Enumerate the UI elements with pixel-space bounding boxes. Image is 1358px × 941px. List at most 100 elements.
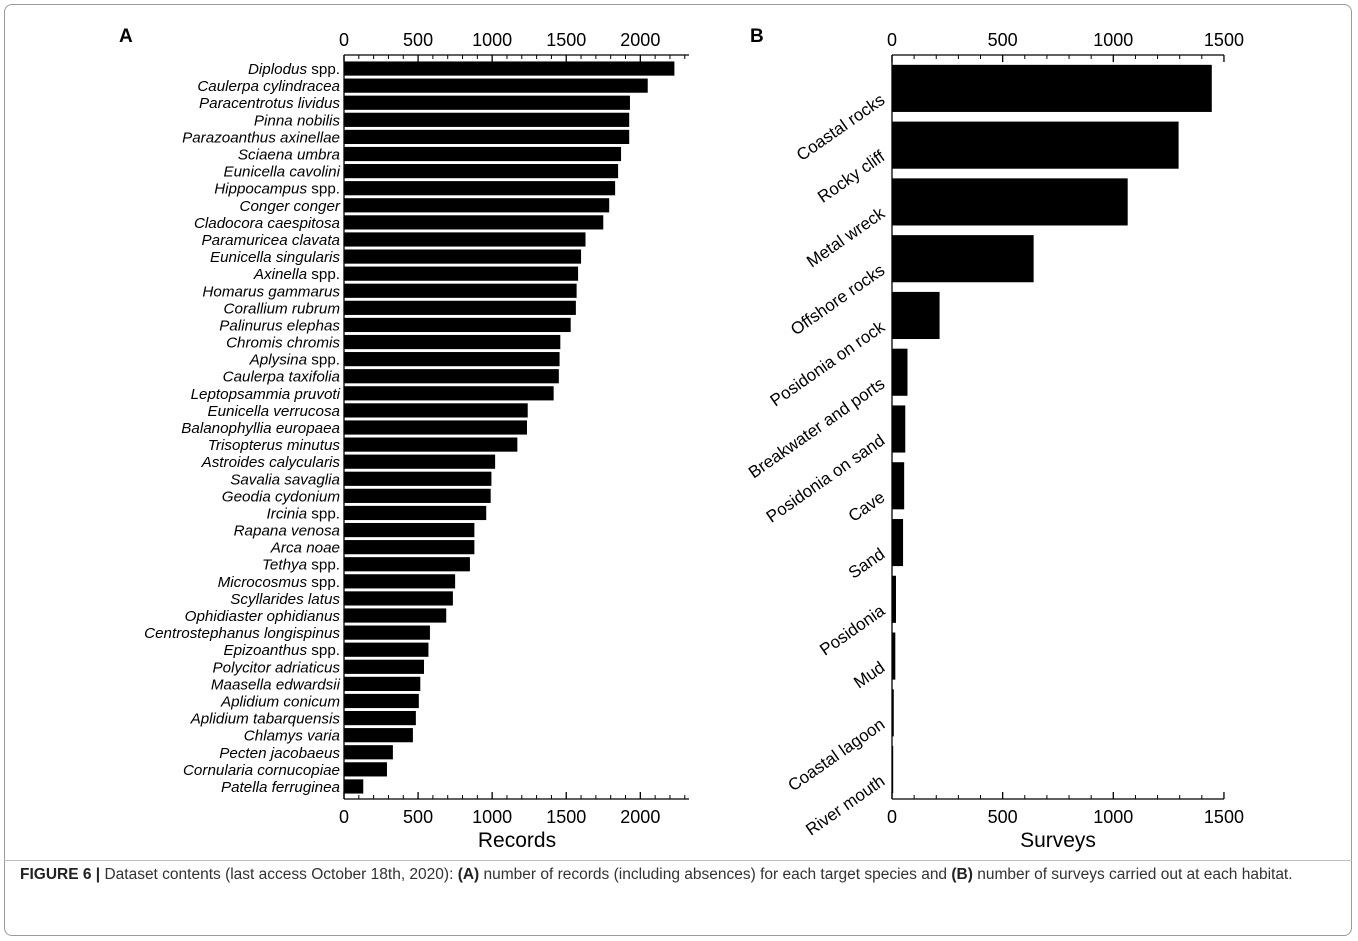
- bar-ircinia: [344, 505, 487, 521]
- bar-polycitor-adriaticus: [344, 659, 425, 674]
- category-label-eunicella-cavolini: Eunicella cavolini: [223, 164, 340, 181]
- figure-charts: Diplodus spp.Caulerpa cylindraceaParacen…: [119, 26, 1244, 852]
- bar-sand: [892, 518, 904, 567]
- category-label-ophidiaster-ophidianus: Ophidiaster ophidianus: [185, 608, 341, 625]
- category-label-conger-conger: Conger conger: [240, 198, 341, 215]
- category-label-leptopsammia-pruvoti: Leptopsammia pruvoti: [191, 386, 341, 403]
- bar-paracentrotus-lividus: [344, 95, 630, 110]
- caption-text-2: number of records (including absences) f…: [479, 866, 952, 883]
- figure-frame: [4, 4, 1352, 936]
- category-label-rapana-venosa: Rapana venosa: [234, 523, 340, 540]
- bar-mud: [892, 632, 896, 680]
- tick-label-top-1000: 1000: [1093, 30, 1133, 50]
- category-label-pecten-jacobaeus: Pecten jacobaeus: [219, 745, 340, 762]
- category-label-breakwater-and-ports: Breakwater and ports: [745, 374, 888, 482]
- bar-pecten-jacobaeus: [344, 745, 393, 760]
- category-label-aplysina: Aplysina spp.: [249, 352, 340, 369]
- category-label-arca-noae: Arca noae: [270, 540, 340, 557]
- category-label-eunicella-singularis: Eunicella singularis: [210, 249, 340, 266]
- bar-hippocampus: [344, 181, 616, 196]
- bar-breakwater-and-ports: [892, 348, 908, 396]
- bar-coastal-rocks: [892, 64, 1212, 112]
- bar-scyllarides-latus: [344, 591, 453, 606]
- tick-label-bottom-1500: 1500: [546, 807, 586, 827]
- category-label-epizoanthus: Epizoanthus spp.: [223, 642, 340, 659]
- bar-eunicella-cavolini: [344, 164, 619, 179]
- bar-rapana-venosa: [344, 522, 475, 538]
- figure-caption: FIGURE 6 | Dataset contents (last access…: [20, 864, 1338, 886]
- bar-balanophyllia-europaea: [344, 420, 527, 435]
- panel-label-b: B: [750, 26, 764, 47]
- tick-label-top-0: 0: [887, 30, 897, 50]
- bar-posidonia: [892, 575, 896, 623]
- bar-chromis-chromis: [344, 334, 561, 350]
- tick-label-top-2000: 2000: [620, 30, 660, 50]
- tick-label-top-1500: 1500: [546, 30, 586, 50]
- bar-offshore-rocks: [892, 235, 1034, 283]
- bar-homarus-gammarus: [344, 283, 577, 298]
- bar-epizoanthus: [344, 642, 429, 657]
- category-label-chromis-chromis: Chromis chromis: [226, 335, 340, 352]
- category-label-ircinia: Ircinia spp.: [267, 505, 340, 522]
- bar-rocky-cliff: [892, 121, 1179, 169]
- bar-conger-conger: [344, 198, 610, 213]
- category-label-chlamys-varia: Chlamys varia: [244, 728, 340, 745]
- tick-label-bottom-1000: 1000: [472, 807, 512, 827]
- category-label-trisopterus-minutus: Trisopterus minutus: [208, 437, 341, 454]
- tick-label-top-1500: 1500: [1204, 30, 1244, 50]
- caption-panel-a-label: (A): [457, 866, 480, 883]
- bar-ophidiaster-ophidianus: [344, 608, 447, 623]
- category-label-hippocampus: Hippocampus spp.: [214, 181, 340, 198]
- bar-paramuricea-clavata: [344, 232, 586, 247]
- category-label-aplidium-tabarquensis: Aplidium tabarquensis: [190, 711, 341, 728]
- category-label-river-mouth: River mouth: [802, 771, 888, 839]
- bar-chlamys-varia: [344, 728, 413, 743]
- tick-label-bottom-0: 0: [887, 807, 897, 827]
- bar-caulerpa-taxifolia: [344, 369, 559, 384]
- category-label-axinella: Axinella spp.: [253, 266, 340, 283]
- bar-posidonia-on-rock: [892, 291, 940, 340]
- bar-maasella-edwardsii: [344, 676, 421, 691]
- panel-label-a: A: [119, 26, 133, 47]
- category-label-parazoanthus-axinellae: Parazoanthus axinellae: [182, 129, 340, 146]
- tick-label-bottom-500: 500: [988, 807, 1018, 827]
- bar-aplysina: [344, 352, 560, 367]
- bar-cornularia-cornucopiae: [344, 762, 387, 777]
- bar-leptopsammia-pruvoti: [344, 386, 554, 401]
- category-label-corallium-rubrum: Corallium rubrum: [224, 300, 340, 317]
- category-label-cave: Cave: [845, 487, 888, 525]
- bar-patella-ferruginea: [344, 779, 364, 794]
- category-label-cornularia-cornucopiae: Cornularia cornucopiae: [183, 762, 340, 779]
- bar-trisopterus-minutus: [344, 437, 518, 452]
- caption-text-1: Dataset contents (last access October 18…: [100, 866, 458, 883]
- category-label-pinna-nobilis: Pinna nobilis: [254, 112, 341, 129]
- category-label-sand: Sand: [845, 544, 888, 582]
- bar-sciaena-umbra: [344, 146, 622, 162]
- bar-astroides-calycularis: [344, 454, 496, 469]
- tick-label-bottom-1000: 1000: [1093, 807, 1133, 827]
- caption-divider: [4, 860, 1352, 861]
- category-label-polycitor-adriaticus: Polycitor adriaticus: [213, 659, 341, 676]
- category-label-rocky-cliff: Rocky cliff: [814, 147, 888, 207]
- bar-savalia-savaglia: [344, 471, 492, 486]
- category-label-geodia-cydonium: Geodia cydonium: [222, 488, 340, 505]
- bar-aplidium-conicum: [344, 693, 419, 709]
- bar-cladocora-caespitosa: [344, 215, 604, 230]
- bar-caulerpa-cylindracea: [344, 78, 648, 93]
- category-label-savalia-savaglia: Savalia savaglia: [230, 471, 340, 488]
- tick-label-bottom-1500: 1500: [1204, 807, 1244, 827]
- bar-microcosmus: [344, 574, 456, 589]
- tick-label-bottom-500: 500: [403, 807, 433, 827]
- x-axis-label: Records: [478, 829, 556, 852]
- bar-parazoanthus-axinellae: [344, 129, 630, 145]
- category-label-homarus-gammarus: Homarus gammarus: [202, 283, 340, 300]
- category-label-astroides-calycularis: Astroides calycularis: [201, 454, 341, 471]
- category-label-mud: Mud: [850, 658, 888, 693]
- bar-corallium-rubrum: [344, 300, 576, 315]
- caption-text-3: number of surveys carried out at each ha…: [972, 866, 1293, 883]
- category-label-microcosmus: Microcosmus spp.: [218, 574, 340, 591]
- category-label-tethya: Tethya spp.: [262, 557, 340, 574]
- category-label-posidonia: Posidonia: [816, 601, 889, 660]
- category-label-eunicella-verrucosa: Eunicella verrucosa: [207, 403, 340, 420]
